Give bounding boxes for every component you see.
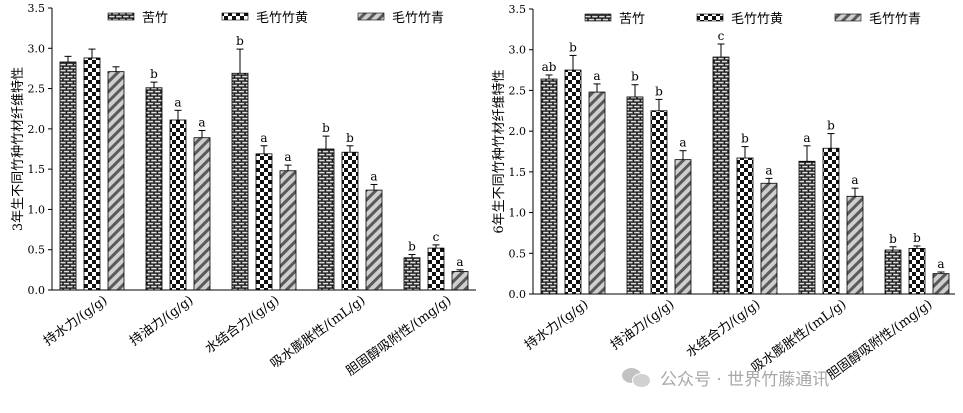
legend-label: 毛竹竹青 <box>392 11 444 26</box>
significance-letter: a <box>284 150 291 164</box>
bar <box>317 148 335 291</box>
bar <box>798 160 816 295</box>
y-tick-label: 2.0 <box>28 123 46 136</box>
bar <box>145 87 163 291</box>
significance-letter: b <box>741 132 749 146</box>
wechat-icon <box>622 366 652 388</box>
bar <box>588 91 606 295</box>
watermark-text: 公众号 · 世界竹藤通讯 <box>660 369 830 390</box>
significance-letter: b <box>346 131 354 145</box>
y-tick-label: 1.5 <box>509 166 527 179</box>
x-tick-label: 持油力/(g/g) <box>608 297 677 353</box>
x-tick-label: 水结合力/(g/g) <box>203 293 283 357</box>
y-tick-label: 2.0 <box>509 125 527 138</box>
significance-letter: b <box>913 231 921 245</box>
significance-letter: b <box>655 84 663 98</box>
bar <box>564 69 582 295</box>
legend-label: 毛竹竹黄 <box>731 12 783 27</box>
right-panel: 0.0 0.5 1.0 1.5 2.0 2.5 3.0 3.5 6年生不同竹种竹材纤维特性 苦竹 毛… <box>492 3 955 383</box>
bar <box>427 247 445 291</box>
significance-letter: a <box>456 255 463 269</box>
y-tick-label: 2.5 <box>28 83 46 96</box>
bar <box>59 61 77 291</box>
significance-letter: a <box>937 257 944 271</box>
legend-swatch <box>107 12 135 21</box>
significance-letter: a <box>593 69 600 83</box>
significance-letter: a <box>803 131 810 145</box>
bar <box>650 110 668 295</box>
y-tick-label: 0.5 <box>28 244 46 257</box>
bar <box>932 273 950 295</box>
significance-letter: b <box>889 232 897 246</box>
bar <box>255 153 273 291</box>
watermark: 公众号 · 世界竹藤通讯 <box>622 362 829 392</box>
y-tick-label: 3.0 <box>28 42 46 55</box>
bar <box>169 119 187 291</box>
bar <box>231 72 249 291</box>
significance-letter: b <box>236 34 244 48</box>
legend-swatch <box>221 12 249 21</box>
legend-label: 苦竹 <box>619 11 645 27</box>
y-axis-label: 3年生不同竹种竹材纤维特性 <box>11 67 26 231</box>
bar <box>626 96 644 295</box>
y-tick-label: 0.5 <box>509 247 527 260</box>
legend-label: 苦竹 <box>142 10 168 26</box>
significance-letter: b <box>408 240 416 254</box>
bar <box>540 78 558 295</box>
significance-letter: c <box>433 230 440 244</box>
legend-swatch <box>696 13 724 22</box>
y-tick-label: 1.5 <box>28 163 46 176</box>
significance-letter: a <box>198 115 205 129</box>
y-tick-label: 0.0 <box>509 288 527 301</box>
legend-label: 毛竹竹黄 <box>256 11 308 26</box>
significance-letter: a <box>765 163 772 177</box>
bar <box>403 257 421 291</box>
significance-letter: c <box>718 29 725 43</box>
significance-letter: a <box>679 136 686 150</box>
bar <box>760 182 778 295</box>
significance-letter: b <box>322 121 330 135</box>
bar <box>279 170 297 291</box>
bar <box>908 247 926 295</box>
bar <box>674 159 692 295</box>
significance-letter: b <box>569 40 577 54</box>
y-tick-label: 3.5 <box>509 3 527 16</box>
y-tick-label: 1.0 <box>509 207 527 220</box>
y-axis-label: 6年生不同竹种竹材纤维特性 <box>492 69 507 233</box>
x-tick-label: 持水力/(g/g) <box>522 297 591 353</box>
legend-swatch <box>584 13 612 22</box>
significance-letter: ab <box>542 60 557 74</box>
y-tick-label: 0.0 <box>28 284 46 297</box>
y-tick-label: 3.0 <box>509 44 527 57</box>
bar <box>83 57 101 291</box>
bar <box>193 137 211 291</box>
bar <box>884 249 902 295</box>
legend-swatch <box>357 12 385 21</box>
y-tick-label: 1.0 <box>28 203 46 216</box>
legend-swatch <box>834 13 862 22</box>
bar <box>365 189 383 291</box>
x-tick-label: 持水力/(g/g) <box>41 293 110 349</box>
significance-letter: a <box>260 131 267 145</box>
bar <box>822 147 840 295</box>
bar <box>736 157 754 295</box>
bar <box>846 195 864 295</box>
significance-letter: a <box>370 169 377 183</box>
significance-letter: b <box>827 119 835 133</box>
y-tick-label: 3.5 <box>28 2 46 15</box>
y-tick-label: 2.5 <box>509 84 527 97</box>
significance-letter: b <box>150 67 158 81</box>
significance-letter: b <box>631 70 639 84</box>
x-tick-label: 水结合力/(g/g) <box>684 297 764 361</box>
bar <box>712 56 730 295</box>
x-tick-label: 持油力/(g/g) <box>127 293 196 349</box>
significance-letter: a <box>174 95 181 109</box>
bar <box>451 271 469 291</box>
legend-label: 毛竹竹青 <box>869 12 921 27</box>
bar <box>341 151 359 291</box>
bar <box>107 71 125 291</box>
left-panel: 0.0 0.5 1.0 1.5 2.0 2.5 3.0 3.5 3年生不同竹种竹材纤维特性 苦竹 毛… <box>11 2 476 379</box>
significance-letter: a <box>851 173 858 187</box>
